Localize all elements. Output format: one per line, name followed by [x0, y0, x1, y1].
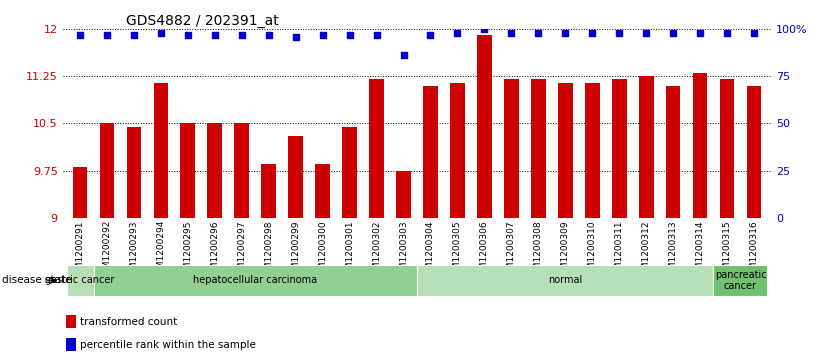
Point	[531, 30, 545, 36]
Text: GSM1200295: GSM1200295	[183, 220, 193, 281]
Text: GSM1200303: GSM1200303	[399, 220, 408, 281]
Text: GSM1200301: GSM1200301	[345, 220, 354, 281]
Bar	[504, 79, 519, 218]
Text: GDS4882 / 202391_at: GDS4882 / 202391_at	[127, 14, 279, 28]
Bar	[66, 338, 76, 351]
Bar	[153, 82, 168, 218]
Text: GSM1200315: GSM1200315	[722, 220, 731, 281]
Bar	[417, 265, 714, 296]
Bar	[127, 127, 142, 218]
Bar	[66, 314, 76, 328]
Text: gastric cancer: gastric cancer	[45, 276, 115, 285]
Point	[612, 30, 626, 36]
Point	[585, 30, 599, 36]
Point	[666, 30, 680, 36]
Bar	[423, 86, 438, 218]
Bar	[369, 79, 384, 218]
Bar	[289, 136, 303, 218]
Bar	[558, 82, 573, 218]
Text: GSM1200314: GSM1200314	[696, 220, 705, 281]
Text: GSM1200310: GSM1200310	[588, 220, 596, 281]
Text: GSM1200294: GSM1200294	[157, 220, 165, 281]
Text: GSM1200311: GSM1200311	[615, 220, 624, 281]
Bar	[93, 265, 417, 296]
Bar	[67, 265, 93, 296]
Point	[693, 30, 706, 36]
Bar	[315, 164, 330, 218]
Point	[424, 32, 437, 38]
Point	[262, 32, 275, 38]
Bar	[450, 82, 465, 218]
Point	[128, 32, 141, 38]
Text: GSM1200316: GSM1200316	[750, 220, 758, 281]
Point	[316, 32, 329, 38]
Bar	[666, 86, 681, 218]
Text: GSM1200306: GSM1200306	[480, 220, 489, 281]
Text: percentile rank within the sample: percentile rank within the sample	[80, 340, 256, 350]
Text: GSM1200296: GSM1200296	[210, 220, 219, 281]
Point	[640, 30, 653, 36]
Text: GSM1200298: GSM1200298	[264, 220, 274, 281]
Point	[181, 32, 194, 38]
Text: GSM1200292: GSM1200292	[103, 220, 112, 281]
Text: GSM1200291: GSM1200291	[76, 220, 84, 281]
Bar	[261, 164, 276, 218]
Text: GSM1200308: GSM1200308	[534, 220, 543, 281]
Point	[235, 32, 249, 38]
Text: GSM1200297: GSM1200297	[238, 220, 246, 281]
Text: normal: normal	[548, 276, 582, 285]
Bar	[585, 82, 600, 218]
Bar	[714, 265, 767, 296]
Point	[721, 30, 734, 36]
Text: GSM1200309: GSM1200309	[560, 220, 570, 281]
Point	[370, 32, 384, 38]
Text: GSM1200307: GSM1200307	[507, 220, 516, 281]
Bar	[746, 86, 761, 218]
Point	[478, 26, 491, 32]
Bar	[639, 76, 654, 218]
Bar	[73, 167, 88, 218]
Text: pancreatic
cancer: pancreatic cancer	[715, 270, 766, 291]
Point	[154, 30, 168, 36]
Text: transformed count: transformed count	[80, 317, 178, 327]
Bar	[342, 127, 357, 218]
Text: GSM1200304: GSM1200304	[426, 220, 435, 281]
Point	[343, 32, 356, 38]
Point	[73, 32, 87, 38]
Text: GSM1200302: GSM1200302	[372, 220, 381, 281]
Bar	[396, 171, 411, 218]
Bar	[99, 123, 114, 218]
Text: GSM1200305: GSM1200305	[453, 220, 462, 281]
Bar	[477, 35, 492, 218]
Text: GSM1200312: GSM1200312	[641, 220, 651, 281]
Text: GSM1200299: GSM1200299	[291, 220, 300, 281]
Point	[208, 32, 222, 38]
Text: GSM1200293: GSM1200293	[129, 220, 138, 281]
Text: hepatocellular carcinoma: hepatocellular carcinoma	[193, 276, 317, 285]
Bar	[531, 79, 545, 218]
Point	[747, 30, 761, 36]
Point	[289, 34, 303, 40]
Bar	[720, 79, 735, 218]
Point	[505, 30, 518, 36]
Text: disease state: disease state	[2, 275, 71, 285]
Point	[397, 53, 410, 58]
Bar	[692, 73, 707, 218]
Bar	[180, 123, 195, 218]
Point	[100, 32, 113, 38]
Point	[450, 30, 464, 36]
Text: GSM1200313: GSM1200313	[669, 220, 677, 281]
Bar	[234, 123, 249, 218]
Text: GSM1200300: GSM1200300	[318, 220, 327, 281]
Bar	[612, 79, 626, 218]
Point	[559, 30, 572, 36]
Bar	[208, 123, 222, 218]
